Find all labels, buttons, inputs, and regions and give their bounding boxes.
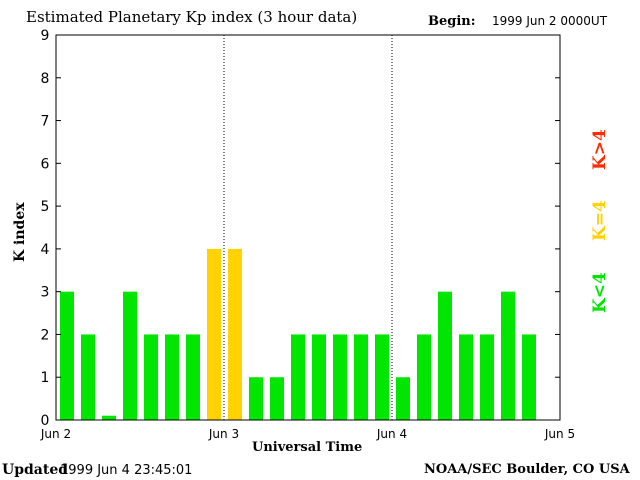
kp-bar [375, 334, 389, 420]
x-tick-label: Jun 5 [544, 427, 575, 441]
x-tick-label: Jun 3 [208, 427, 239, 441]
kp-bar [459, 334, 473, 420]
kp-bar [354, 334, 368, 420]
kp-bar [291, 334, 305, 420]
kp-bar [396, 377, 410, 420]
y-tick-label: 0 [41, 413, 50, 429]
begin-value: 1999 Jun 2 0000UT [492, 14, 608, 28]
y-tick-label: 2 [41, 327, 50, 343]
y-tick-label: 6 [41, 156, 50, 172]
x-axis-label: Universal Time [252, 440, 363, 455]
y-tick-label: 5 [41, 199, 50, 215]
y-tick-label: 4 [41, 242, 50, 258]
kp-bar [81, 334, 95, 420]
kp-bar [480, 334, 494, 420]
kp-bar [312, 334, 326, 420]
credit-text: NOAA/SEC Boulder, CO USA [424, 462, 630, 477]
kp-bar [438, 291, 452, 420]
y-tick-label: 7 [41, 114, 50, 130]
x-tick-label: Jun 2 [40, 427, 71, 441]
kp-bar [102, 415, 116, 420]
kp-bar [207, 248, 221, 420]
begin-label: Begin: [428, 14, 476, 29]
updated-label: Updated [2, 462, 69, 478]
kp-bar [417, 334, 431, 420]
kp-bar [165, 334, 179, 420]
updated-value: 1999 Jun 4 23:45:01 [60, 463, 193, 478]
plot-frame [55, 34, 561, 421]
chart-title: Estimated Planetary Kp index (3 hour dat… [26, 8, 358, 26]
kp-bar [60, 291, 74, 420]
kp-bar [186, 334, 200, 420]
x-tick-label: Jun 4 [376, 427, 407, 441]
kp-bar [522, 334, 536, 420]
y-tick-label: 1 [41, 370, 50, 386]
kp-bar [501, 291, 515, 420]
kp-bar [249, 377, 263, 420]
y-tick-label: 3 [41, 285, 50, 301]
y-tick-label: 8 [41, 71, 50, 87]
y-tick-label: 9 [41, 28, 50, 44]
kp-bar [228, 248, 242, 420]
kp-bar [123, 291, 137, 420]
kp-bar [144, 334, 158, 420]
kp-bar [270, 377, 284, 420]
kp-bar [333, 334, 347, 420]
